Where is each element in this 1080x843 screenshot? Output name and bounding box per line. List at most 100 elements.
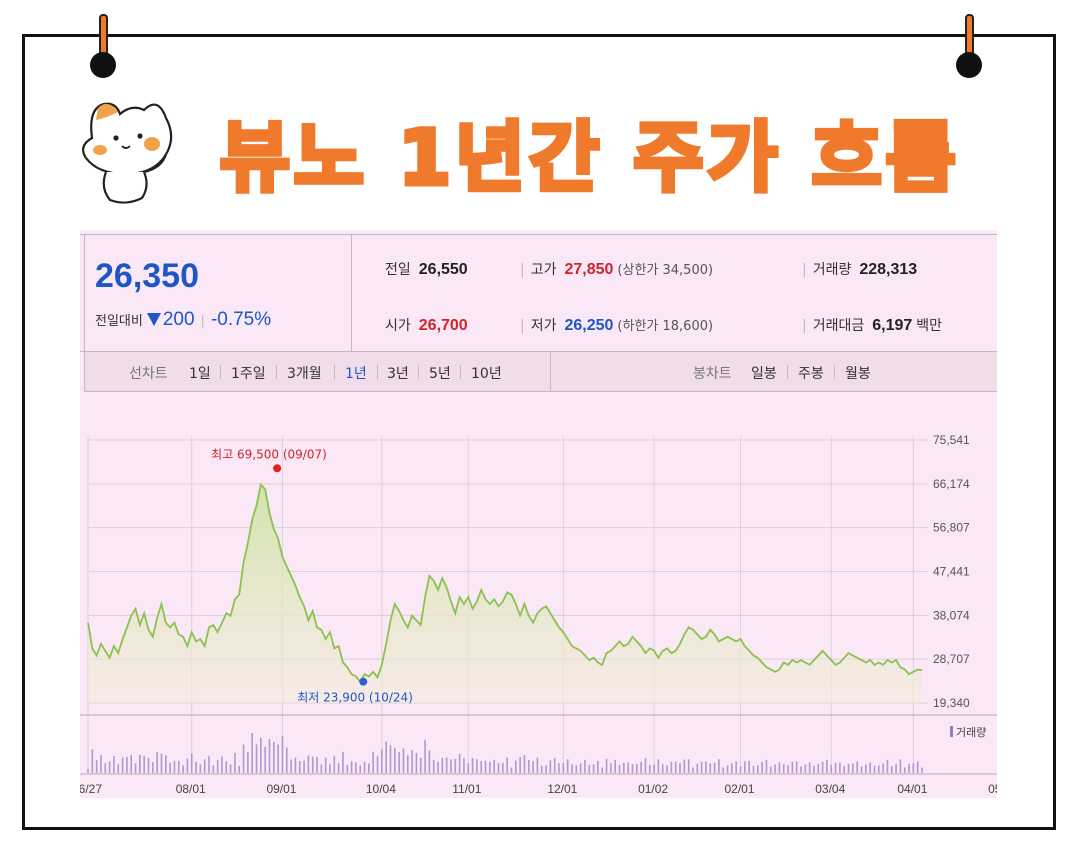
change-percent: -0.75%: [210, 309, 272, 330]
volume-bar: [333, 755, 336, 773]
volume-bar: [432, 759, 435, 773]
volume-bar: [631, 764, 634, 773]
volume-bar: [744, 761, 746, 773]
tab-10y[interactable]: 10년: [471, 366, 502, 382]
volume-bar: [705, 761, 707, 773]
volume-bar: [778, 762, 781, 773]
volume-bar: [510, 767, 513, 773]
tab-1w[interactable]: 1주일: [231, 366, 266, 382]
volume-bar: [350, 761, 353, 773]
volume-bar: [134, 763, 137, 773]
volume-bar: [424, 739, 426, 773]
volume-bar: [739, 766, 742, 773]
tab-weekly[interactable]: 주봉: [798, 366, 824, 382]
volume-bar: [91, 749, 94, 773]
tab-3y[interactable]: 3년: [387, 366, 409, 382]
volume-bar: [113, 756, 115, 773]
page-title: 뷰노 1년간 주가 흐름: [218, 111, 960, 205]
volume-bar: [566, 759, 569, 773]
cat-mascot-icon: [81, 102, 173, 204]
tab-1y[interactable]: 1년: [345, 366, 367, 382]
volume-bar: [225, 761, 228, 773]
volume-bar: [372, 751, 375, 773]
volume-bar: [752, 765, 755, 773]
volume-bar: [782, 764, 785, 773]
volume-bar: [882, 763, 884, 773]
volume-bar: [527, 760, 530, 773]
volume-bar: [126, 757, 128, 773]
volume-bar: [575, 765, 578, 773]
tab-daily[interactable]: 일봉: [751, 366, 777, 382]
volume-bar: [679, 763, 681, 773]
x-tick-label: 02/01: [725, 782, 755, 796]
volume-bar: [731, 763, 733, 773]
volume-bar: [497, 763, 500, 773]
volume-bar: [700, 761, 703, 773]
volume-bar: [674, 761, 677, 773]
volume-bar: [545, 765, 547, 773]
volume-bar: [502, 762, 504, 773]
volume-bar: [359, 765, 362, 773]
volume-bar: [709, 763, 712, 773]
volume-bar: [627, 762, 629, 773]
volume-bar: [821, 761, 824, 773]
tab-monthly[interactable]: 월봉: [845, 366, 871, 382]
volume-bar: [860, 766, 863, 773]
volume-bar: [670, 761, 673, 773]
volume-bar: [553, 758, 556, 773]
day-high: | 고가 27,850 (상한가 34,500): [520, 261, 714, 278]
volume-bar: [601, 767, 604, 773]
volume-bar: [385, 741, 387, 773]
volume-bar: [653, 764, 655, 773]
volume-bar: [558, 763, 560, 773]
volume-legend: 거래량: [956, 726, 986, 739]
volume: | 거래량 228,313: [802, 261, 918, 278]
volume-bar: [761, 761, 763, 773]
volume-bar: [726, 765, 729, 773]
x-tick-label: 03/04: [815, 782, 845, 796]
volume-bar: [869, 762, 871, 773]
volume-bar: [584, 759, 586, 773]
volume-bar: [95, 760, 98, 773]
volume-bar: [480, 761, 483, 773]
tab-3m[interactable]: 3개월: [287, 366, 322, 382]
volume-bar: [839, 762, 841, 773]
volume-bar: [221, 756, 223, 773]
volume-bar: [139, 754, 141, 773]
volume-bar: [247, 752, 249, 773]
volume-bar: [756, 765, 759, 773]
volume-bar: [311, 756, 314, 773]
quote-info: 26,350 전일대비 200 | -0.75% 전일 26,550 | 고가 27,850…: [80, 234, 997, 352]
tab-1d[interactable]: 1일: [189, 366, 211, 382]
volume-bar: [523, 755, 526, 773]
current-price: 26,350: [95, 257, 199, 295]
volume-bar: [316, 756, 318, 773]
volume-bar: [182, 765, 184, 773]
volume-bar: [640, 761, 642, 773]
volume-bar: [873, 765, 876, 773]
volume-bar: [186, 758, 189, 773]
x-tick-label: 06/27: [80, 782, 102, 796]
volume-bar: [618, 764, 621, 773]
volume-bar: [130, 755, 133, 773]
tab-5y[interactable]: 5년: [429, 366, 451, 382]
x-tick-label: 05/02: [988, 782, 997, 796]
volume-bar: [264, 746, 266, 773]
volume-bar: [648, 764, 651, 773]
volume-bar: [847, 763, 850, 773]
volume-bar: [100, 755, 102, 773]
volume-bar: [843, 765, 846, 773]
volume-bar: [368, 763, 370, 773]
volume-bar: [394, 747, 396, 773]
volume-bar: [830, 764, 833, 773]
volume-bar: [376, 756, 379, 773]
volume-bar: [402, 748, 405, 773]
volume-bar: [912, 763, 915, 773]
volume-bar: [722, 767, 725, 773]
volume-bar: [229, 764, 232, 773]
volume-bar: [190, 753, 193, 773]
volume-bar: [899, 759, 902, 773]
volume-bar: [635, 763, 638, 773]
volume-bar: [540, 765, 543, 773]
volume-bar: [381, 749, 383, 773]
